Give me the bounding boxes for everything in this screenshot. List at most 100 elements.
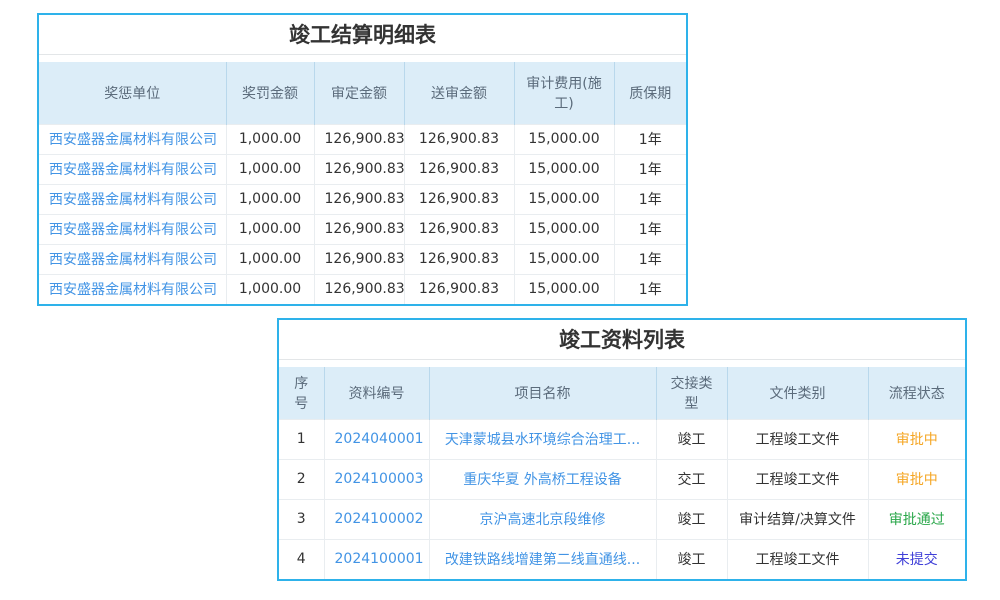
penalty-amount-cell: 1,000.00: [225, 273, 314, 304]
settlement-table-title: 竣工结算明细表: [39, 15, 686, 55]
handover-type-cell: 竣工: [655, 418, 727, 459]
documents-col-header-handover-type: 交接类型: [655, 367, 727, 419]
status-text: 审批中: [895, 432, 938, 448]
unit-cell: 西安盛器金属材料有限公司: [39, 123, 226, 154]
documents-col-header-doc-id: 资料编号: [323, 367, 429, 419]
audit-fee-cell: 15,000.00: [513, 273, 614, 304]
documents-col-header-project: 项目名称: [428, 367, 656, 419]
audit-fee-cell: 15,000.00: [513, 183, 614, 214]
project-name-cell: 改建铁路线增建第二线直通线...: [428, 538, 656, 579]
unit-cell: 西安盛器金属材料有限公司: [39, 183, 226, 214]
warranty-cell: 1年: [613, 213, 686, 244]
project-name-link[interactable]: 重庆华夏 外高桥工程设备: [463, 472, 622, 488]
table-row: 西安盛器金属材料有限公司 1,000.00 126,900.83 126,900…: [39, 273, 686, 304]
unit-link[interactable]: 西安盛器金属材料有限公司: [49, 162, 217, 178]
penalty-amount-cell: 1,000.00: [225, 243, 314, 274]
documents-col-header-status: 流程状态: [867, 367, 965, 419]
warranty-cell: 1年: [613, 243, 686, 274]
settlement-col-header-warranty: 质保期: [613, 62, 686, 124]
approved-amount-cell: 126,900.83: [313, 183, 404, 214]
doc-id-cell: 2024100003: [323, 458, 429, 499]
submitted-amount-cell: 126,900.83: [403, 183, 514, 214]
unit-link[interactable]: 西安盛器金属材料有限公司: [49, 252, 217, 268]
table-row: 西安盛器金属材料有限公司 1,000.00 126,900.83 126,900…: [39, 123, 686, 154]
unit-cell: 西安盛器金属材料有限公司: [39, 273, 226, 304]
submitted-amount-cell: 126,900.83: [403, 213, 514, 244]
table-row: 4 2024100001 改建铁路线增建第二线直通线... 竣工 工程竣工文件 …: [279, 538, 965, 579]
project-name-cell: 重庆华夏 外高桥工程设备: [428, 458, 656, 499]
documents-col-header-file-category: 文件类别: [726, 367, 868, 419]
submitted-amount-cell: 126,900.83: [403, 153, 514, 184]
penalty-amount-cell: 1,000.00: [225, 153, 314, 184]
project-name-link[interactable]: 京沪高速北京段维修: [479, 512, 606, 528]
project-name-cell: 天津蒙城县水环境综合治理工...: [428, 418, 656, 459]
doc-id-link[interactable]: 2024100002: [334, 511, 424, 527]
warranty-cell: 1年: [613, 123, 686, 154]
doc-id-cell: 2024100002: [323, 498, 429, 539]
warranty-cell: 1年: [613, 153, 686, 184]
documents-table: 序号 资料编号 项目名称 交接类型 文件类别 流程状态 1 2024040001…: [279, 367, 965, 579]
doc-id-cell: 2024100001: [323, 538, 429, 579]
approved-amount-cell: 126,900.83: [313, 273, 404, 304]
unit-cell: 西安盛器金属材料有限公司: [39, 153, 226, 184]
approved-amount-cell: 126,900.83: [313, 153, 404, 184]
status-text: 审批中: [895, 472, 938, 488]
audit-fee-cell: 15,000.00: [513, 123, 614, 154]
unit-link[interactable]: 西安盛器金属材料有限公司: [49, 222, 217, 238]
row-number-cell: 3: [279, 498, 324, 539]
unit-cell: 西安盛器金属材料有限公司: [39, 213, 226, 244]
settlement-header-row: 奖惩单位 奖罚金额 审定金额 送审金额 审计费用(施工) 质保期: [39, 62, 686, 124]
audit-fee-cell: 15,000.00: [513, 213, 614, 244]
row-number-cell: 1: [279, 418, 324, 459]
table-row: 西安盛器金属材料有限公司 1,000.00 126,900.83 126,900…: [39, 183, 686, 214]
documents-table-panel: 竣工资料列表 序号 资料编号 项目名称 交接类型 文件类别 流程状态 1 202…: [277, 318, 967, 581]
unit-cell: 西安盛器金属材料有限公司: [39, 243, 226, 274]
audit-fee-cell: 15,000.00: [513, 153, 614, 184]
settlement-col-header-unit: 奖惩单位: [39, 62, 226, 124]
penalty-amount-cell: 1,000.00: [225, 183, 314, 214]
warranty-cell: 1年: [613, 273, 686, 304]
settlement-col-header-penalty-amount: 奖罚金额: [225, 62, 314, 124]
settlement-col-header-submitted-amount: 送审金额: [403, 62, 514, 124]
status-cell: 审批通过: [867, 498, 965, 539]
unit-link[interactable]: 西安盛器金属材料有限公司: [49, 282, 217, 299]
table-row: 1 2024040001 天津蒙城县水环境综合治理工... 竣工 工程竣工文件 …: [279, 418, 965, 459]
status-cell: 审批中: [867, 458, 965, 499]
table-row: 西安盛器金属材料有限公司 1,000.00 126,900.83 126,900…: [39, 153, 686, 184]
status-text: 未提交: [895, 552, 938, 569]
handover-type-cell: 竣工: [655, 498, 727, 539]
penalty-amount-cell: 1,000.00: [225, 213, 314, 244]
settlement-col-header-approved-amount: 审定金额: [313, 62, 404, 124]
status-cell: 审批中: [867, 418, 965, 459]
project-name-cell: 京沪高速北京段维修: [428, 498, 656, 539]
file-category-cell: 工程竣工文件: [726, 458, 868, 499]
project-name-link[interactable]: 改建铁路线增建第二线直通线...: [444, 552, 641, 569]
doc-id-link[interactable]: 2024040001: [334, 431, 424, 447]
project-name-link[interactable]: 天津蒙城县水环境综合治理工...: [444, 432, 641, 448]
handover-type-cell: 竣工: [655, 538, 727, 579]
table-row: 西安盛器金属材料有限公司 1,000.00 126,900.83 126,900…: [39, 243, 686, 274]
table-row: 2 2024100003 重庆华夏 外高桥工程设备 交工 工程竣工文件 审批中: [279, 458, 965, 499]
table-row: 3 2024100002 京沪高速北京段维修 竣工 审计结算/决算文件 审批通过: [279, 498, 965, 539]
documents-header-row: 序号 资料编号 项目名称 交接类型 文件类别 流程状态: [279, 367, 965, 419]
settlement-table-panel: 竣工结算明细表 奖惩单位 奖罚金额 审定金额 送审金额 审计费用(施工) 质保期…: [37, 13, 688, 306]
file-category-cell: 工程竣工文件: [726, 418, 868, 459]
audit-fee-cell: 15,000.00: [513, 243, 614, 274]
table-row: 西安盛器金属材料有限公司 1,000.00 126,900.83 126,900…: [39, 213, 686, 244]
row-number-cell: 4: [279, 538, 324, 579]
submitted-amount-cell: 126,900.83: [403, 243, 514, 274]
approved-amount-cell: 126,900.83: [313, 213, 404, 244]
unit-link[interactable]: 西安盛器金属材料有限公司: [49, 192, 217, 208]
unit-link[interactable]: 西安盛器金属材料有限公司: [49, 132, 217, 148]
warranty-cell: 1年: [613, 183, 686, 214]
doc-id-link[interactable]: 2024100001: [334, 551, 424, 568]
settlement-col-header-audit-fee: 审计费用(施工): [513, 62, 614, 124]
doc-id-link[interactable]: 2024100003: [334, 471, 424, 487]
documents-table-title: 竣工资料列表: [279, 320, 965, 360]
settlement-table: 奖惩单位 奖罚金额 审定金额 送审金额 审计费用(施工) 质保期 西安盛器金属材…: [39, 62, 686, 304]
status-cell: 未提交: [867, 538, 965, 579]
status-text: 审批通过: [888, 512, 945, 528]
file-category-cell: 工程竣工文件: [726, 538, 868, 579]
approved-amount-cell: 126,900.83: [313, 123, 404, 154]
penalty-amount-cell: 1,000.00: [225, 123, 314, 154]
